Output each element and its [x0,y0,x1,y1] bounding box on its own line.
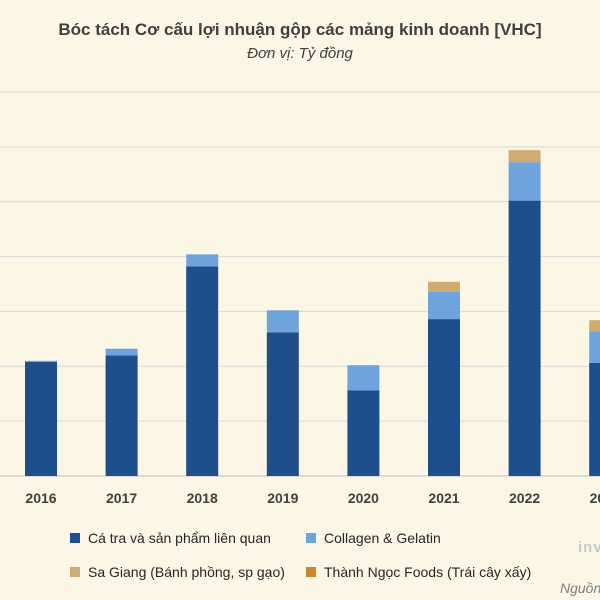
x-tick-label: 2017 [106,490,137,506]
bar-2021-collagen-gelatin [428,291,460,320]
bar-2018-ca-tra-va-san-pham-lien-quan [186,266,219,476]
bar-2018-collagen-gelatin [186,254,219,267]
bar-2019-collagen-gelatin [266,310,299,333]
chart-title: Bóc tách Cơ cấu lợi nhuận gộp các mảng k… [58,20,542,39]
bar-2020-ca-tra-va-san-pham-lien-quan [347,390,380,476]
legend-label-sa-giang: Sa Giang (Bánh phồng, sp gạo) [88,564,285,580]
bar-2023-collagen-gelatin [589,331,600,363]
x-tick-label: 2023 [590,490,600,506]
legend-swatch-ca-tra [70,533,80,543]
bar-2017-ca-tra-va-san-pham-lien-quan [105,355,138,476]
bar-2023-sa-giang-banh-phong-sp-gao [589,320,600,332]
bar-2021-sa-giang-banh-phong-sp-gao [428,281,460,292]
watermark: inv [578,539,600,556]
bar-2020-collagen-gelatin [347,365,380,391]
bar-2016-ca-tra-va-san-pham-lien-quan [25,361,57,476]
legend-item-sa-giang: Sa Giang (Bánh phồng, sp gạo) [70,564,285,580]
x-tick-label: 2021 [428,490,459,506]
bar-2022-collagen-gelatin [508,162,541,201]
bar-2016-collagen-gelatin [25,360,57,362]
legend-item-ca-tra: Cá tra và sản phẩm liên quan [70,530,271,546]
x-tick-label: 2020 [348,490,379,506]
bar-2017-collagen-gelatin [105,348,138,356]
bar-2021-ca-tra-va-san-pham-lien-quan [428,319,460,476]
chart-subtitle: Đơn vị: Tỷ đồng [247,45,353,62]
legend-label-thanh-ngoc: Thành Ngọc Foods (Trái cây xấy) [324,564,532,580]
bar-2022-ca-tra-va-san-pham-lien-quan [508,200,541,477]
legend-item-collagen: Collagen & Gelatin [306,530,441,546]
legend-label-collagen: Collagen & Gelatin [324,530,441,546]
legend-swatch-thanh-ngoc [306,567,316,577]
legend-swatch-sa-giang [70,567,80,577]
legend-swatch-collagen [306,533,316,543]
bar-2023-ca-tra-va-san-pham-lien-quan [589,362,600,476]
legend-label-ca-tra: Cá tra và sản phẩm liên quan [88,530,271,546]
bar-2019-ca-tra-va-san-pham-lien-quan [266,332,299,476]
x-tick-label: 2022 [509,490,540,506]
source-note: Nguồn [560,580,600,596]
x-tick-label: 2016 [25,490,56,506]
bar-2022-sa-giang-banh-phong-sp-gao [508,150,541,163]
legend-item-thanh-ngoc: Thành Ngọc Foods (Trái cây xấy) [306,564,531,580]
x-tick-label: 2018 [187,490,218,506]
x-tick-label: 2019 [267,490,298,506]
